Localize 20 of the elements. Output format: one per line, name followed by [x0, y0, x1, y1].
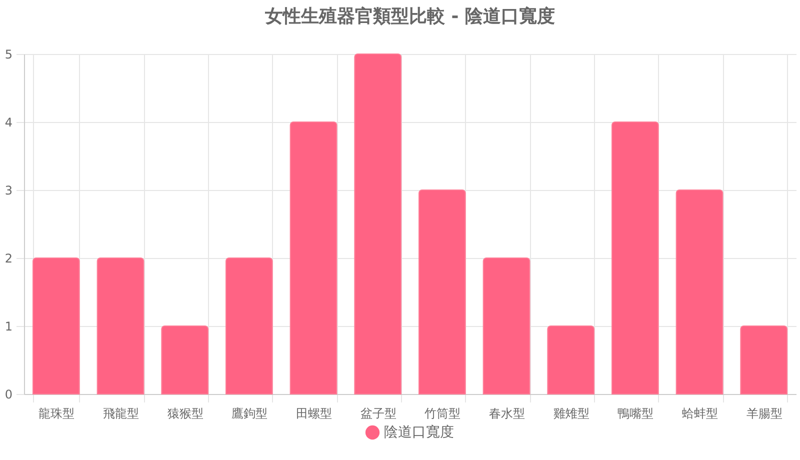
x-tick-label: 龍珠型	[38, 406, 75, 420]
legend-label: 陰道口寬度	[384, 424, 454, 440]
x-tick-label: 雞雉型	[553, 406, 590, 420]
y-tick-label: 5	[4, 48, 12, 62]
x-tick-label: 田螺型	[296, 406, 332, 420]
x-tick-label: 竹筒型	[424, 406, 461, 420]
x-tick-label: 羊腸型	[746, 406, 782, 420]
y-tick-label: 4	[4, 116, 12, 130]
y-tick-label: 1	[4, 320, 12, 334]
y-tick-label: 3	[4, 184, 12, 198]
x-tick-label: 猿猴型	[167, 406, 204, 420]
x-tick-label: 鷹鉤型	[232, 406, 268, 420]
x-tick-label: 鴨嘴型	[618, 406, 654, 420]
x-tick-label: 蛤蚌型	[682, 406, 718, 420]
y-tick-label: 2	[4, 252, 12, 266]
x-tick-label: 春水型	[489, 406, 525, 420]
x-tick-label: 飛龍型	[103, 406, 139, 420]
chart-title: 女性生殖器官類型比較 - 陰道口寬度	[264, 6, 556, 27]
y-tick-label: 0	[4, 388, 12, 402]
x-tick-label: 盆子型	[360, 406, 396, 420]
